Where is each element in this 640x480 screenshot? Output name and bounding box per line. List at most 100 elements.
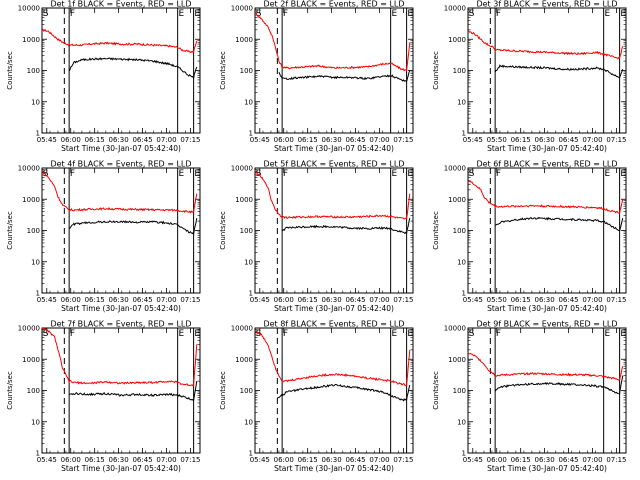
x-tick-label: 06:15 — [511, 456, 531, 464]
x-tick-label: 05:50 — [487, 136, 507, 144]
panel-svg: Det 2f BLACK = Events, RED = LLD 1 10 100 10… — [219, 0, 414, 153]
flag-label: F — [283, 169, 288, 179]
x-tick-label: 06:30 — [322, 456, 342, 464]
y-tick-label: 1 — [462, 450, 466, 458]
lld-series-line — [467, 352, 624, 381]
y-axis-label: Counts/sec — [219, 51, 227, 90]
flag-label: E — [194, 329, 200, 339]
y-tick-label: 1 — [249, 130, 253, 138]
x-tick-label: 06:15 — [85, 296, 105, 304]
flag-label: E — [178, 169, 184, 179]
y-tick-label: 10000 — [444, 5, 466, 13]
x-tick-label: 06:45 — [345, 456, 365, 464]
y-tick-label: 10 — [244, 258, 253, 266]
x-tick-label: 05:45 — [463, 136, 483, 144]
x-tick-label: 06:15 — [511, 136, 531, 144]
events-series-line — [494, 64, 624, 79]
x-axis-label: Start Time (30-Jan-07 05:42:40) — [487, 144, 607, 153]
y-tick-label: 10 — [31, 418, 40, 426]
panel-svg: Det 8f BLACK = Events, RED = LLD 1 10 100 10… — [219, 320, 414, 474]
flag-label: E — [407, 169, 413, 179]
x-tick-label: 05:45 — [463, 456, 483, 464]
panel-svg: Det 3f BLACK = Events, RED = LLD 1 10 100 10… — [432, 0, 627, 153]
y-tick-label: 10000 — [18, 5, 40, 13]
events-series-line — [281, 217, 411, 235]
flag-label: E — [194, 169, 200, 179]
panel-svg: Det 5f BLACK = Events, RED = LLD 1 10 100 10… — [219, 160, 414, 314]
x-tick-label: 05:45 — [463, 296, 483, 304]
flag-label: F — [283, 329, 288, 339]
y-axis-label: Counts/sec — [432, 51, 440, 90]
x-tick-label: 07:15 — [180, 456, 200, 464]
x-tick-label: 06:30 — [109, 456, 129, 464]
plot-frame — [41, 7, 201, 134]
x-tick-label: 06:00 — [274, 136, 294, 144]
flag-label: E — [604, 9, 610, 19]
x-tick-label: 07:00 — [582, 136, 602, 144]
panel-svg: Det 4f BLACK = Events, RED = LLD 1 10 100 10… — [6, 160, 201, 314]
y-tick-label: 1 — [249, 290, 253, 298]
x-tick-label: 06:00 — [61, 456, 81, 464]
flag-label: E — [391, 169, 397, 179]
y-axis-label: Counts/sec — [6, 371, 14, 410]
x-tick-label: 06:45 — [345, 136, 365, 144]
flag-label: E — [407, 9, 413, 19]
x-tick-label: 06:30 — [535, 296, 555, 304]
panel-title: Det 9f BLACK = Events, RED = LLD — [476, 320, 617, 329]
y-tick-label: 1000 — [235, 196, 253, 204]
y-tick-label: 10000 — [231, 5, 253, 13]
x-tick-label: 06:15 — [298, 456, 318, 464]
y-tick-label: 100 — [453, 387, 466, 395]
y-tick-label: 10 — [457, 418, 466, 426]
y-tick-label: 100 — [453, 67, 466, 75]
x-tick-label: 06:00 — [274, 456, 294, 464]
x-tick-label: 06:00 — [61, 136, 81, 144]
detector-panel-9: Det 9f BLACK = Events, RED = LLD 1 10 100 10… — [426, 320, 639, 480]
x-tick-label: 07:00 — [156, 136, 176, 144]
x-axis-label: Start Time (30-Jan-07 05:42:40) — [487, 464, 607, 473]
events-series-line — [494, 375, 624, 395]
x-tick-label: 06:00 — [274, 296, 294, 304]
flag-label: E — [604, 329, 610, 339]
plot-frame — [254, 7, 414, 134]
y-tick-label: 10000 — [18, 165, 40, 173]
x-tick-label: 06:15 — [298, 296, 318, 304]
y-axis-label: Counts/sec — [219, 211, 227, 250]
x-tick-label: 06:30 — [109, 136, 129, 144]
x-axis-label: Start Time (30-Jan-07 05:42:40) — [274, 144, 394, 153]
detector-panel-4: Det 4f BLACK = Events, RED = LLD 1 10 100 10… — [0, 160, 213, 320]
x-tick-label: 05:45 — [37, 296, 57, 304]
plot-frame — [254, 167, 414, 294]
detector-panel-8: Det 8f BLACK = Events, RED = LLD 1 10 100 10… — [213, 320, 426, 480]
x-tick-label: 06:15 — [85, 456, 105, 464]
flag-label: F — [496, 329, 501, 339]
lld-series-line — [41, 327, 198, 387]
y-axis-label: Counts/sec — [6, 51, 14, 90]
flag-label: E — [620, 169, 626, 179]
y-tick-label: 100 — [240, 227, 253, 235]
x-tick-label: 07:15 — [393, 296, 413, 304]
lld-series-line — [254, 170, 411, 220]
panel-title: Det 8f BLACK = Events, RED = LLD — [263, 320, 404, 329]
flag-label: F — [70, 169, 75, 179]
flag-label: F — [496, 169, 501, 179]
events-series-line — [494, 216, 624, 232]
x-axis-label: Start Time (30-Jan-07 05:42:40) — [61, 144, 181, 153]
x-tick-label: 06:00 — [61, 296, 81, 304]
x-tick-label: 06:45 — [558, 136, 578, 144]
y-tick-label: 10 — [457, 258, 466, 266]
detector-panel-7: Det 7f BLACK = Events, RED = LLD 1 10 100 10… — [0, 320, 213, 480]
y-tick-label: 100 — [27, 67, 40, 75]
y-tick-label: 1 — [36, 130, 40, 138]
x-tick-label: 06:15 — [298, 136, 318, 144]
y-axis-label: Counts/sec — [432, 211, 440, 250]
detector-panel-2: Det 2f BLACK = Events, RED = LLD 1 10 100 10… — [213, 0, 426, 160]
detector-panel-6: Det 6f BLACK = Events, RED = LLD 1 10 100 10… — [426, 160, 639, 320]
x-tick-label: 06:30 — [109, 296, 129, 304]
x-tick-label: 06:30 — [535, 136, 555, 144]
x-axis-label: Start Time (30-Jan-07 05:42:40) — [274, 304, 394, 313]
plot-frame — [467, 167, 627, 294]
y-axis-label: Counts/sec — [432, 371, 440, 410]
panel-title: Det 2f BLACK = Events, RED = LLD — [263, 0, 404, 9]
